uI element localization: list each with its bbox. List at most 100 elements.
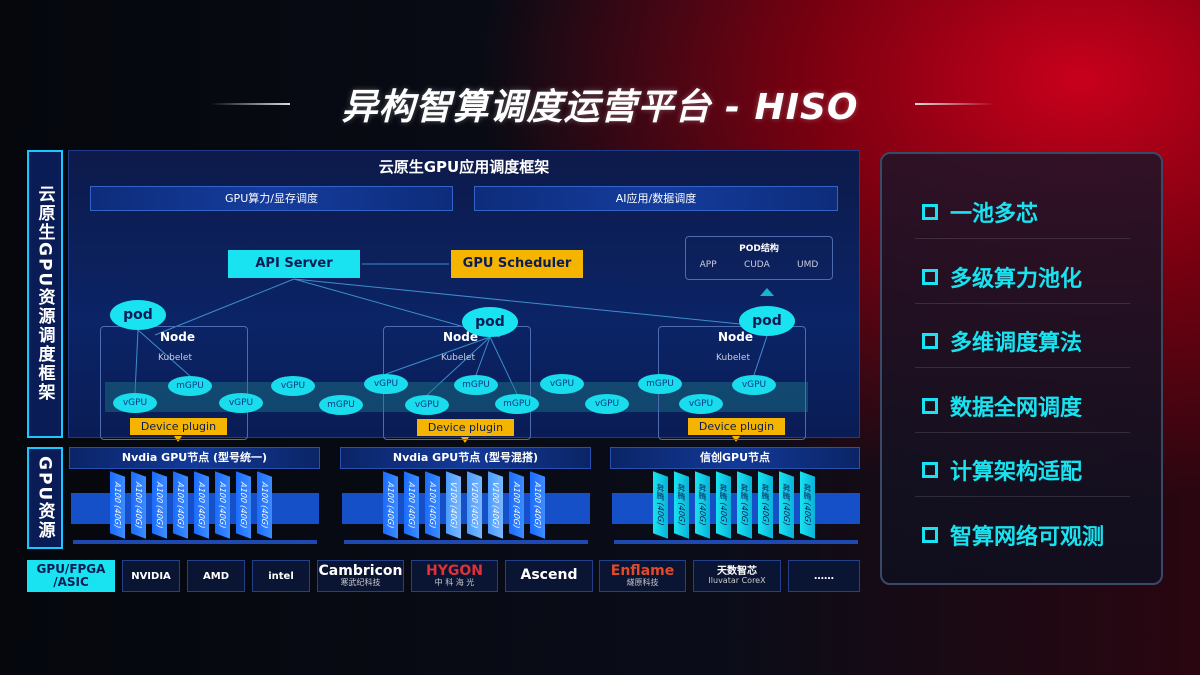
vendor-name: intel — [268, 570, 294, 582]
vgpu-unit: vGPU — [219, 393, 263, 413]
page-title: 异构智算调度运营平台 - HISO — [341, 87, 859, 128]
kubelet-label: Kubelet — [441, 353, 475, 363]
feature-divider — [915, 431, 1130, 433]
feature-label: 智算网络可观测 — [950, 525, 1105, 550]
node-box — [100, 326, 248, 440]
gpu-chip: V100 (40G) — [488, 471, 503, 539]
gpu-node-header: Nvdia GPU节点 (型号统一) — [69, 447, 320, 469]
gpu-chip: A100 (40G) — [152, 471, 167, 539]
gpu-chip: A100 (40G) — [131, 471, 146, 539]
gpu-chip: 昇腾 (40G) — [674, 471, 689, 539]
checkbox-square-icon — [922, 527, 938, 543]
pod-structure-box: POD结构 APP CUDA UMD — [685, 236, 833, 280]
vendor-subname: 燧原科技 — [626, 578, 659, 588]
framework-header: 云原生GPU应用调度框架 — [378, 158, 550, 176]
vendor-logo-ascend: Ascend — [505, 560, 593, 592]
device-plugin-box: Device plugin — [417, 419, 514, 436]
vendor-logo-……: …… — [788, 560, 860, 592]
vendor-label: GPU/FPGA /ASIC — [27, 560, 115, 592]
features-panel — [880, 152, 1163, 585]
vendor-logo-hygon: HYGON 中 科 海 光 — [411, 560, 498, 592]
node-label: Node — [160, 330, 196, 344]
framework-side-label: 云原生GPU资源调度框架 — [27, 150, 63, 438]
mgpu-unit: mGPU — [319, 395, 363, 415]
vendor-name: NVIDIA — [131, 570, 171, 582]
feature-label: 多级算力池化 — [950, 266, 1083, 292]
gpu-chip: A100 (40G) — [257, 471, 272, 539]
mgpu-unit: mGPU — [638, 374, 682, 394]
device-plugin-box: Device plugin — [130, 418, 227, 435]
feature-item: 多维调度算法 — [922, 325, 1082, 357]
feature-divider — [915, 238, 1130, 239]
checkbox-square-icon — [922, 462, 938, 479]
gpu-chip: 昇腾 (40G) — [653, 471, 668, 539]
vendor-name: Ascend — [520, 567, 578, 584]
feature-divider — [915, 496, 1130, 498]
vendor-name: …… — [814, 570, 834, 582]
mgpu-unit: mGPU — [495, 394, 539, 414]
vendor-name: 天数智芯 — [717, 566, 757, 578]
vgpu-unit: vGPU — [364, 374, 408, 394]
gpu-chip: A100 (40G) — [236, 471, 251, 539]
gpu-node-header: Nvdia GPU节点 (型号混搭) — [340, 447, 591, 469]
feature-item: 一池多芯 — [922, 196, 1038, 228]
pod-umd: UMD — [797, 260, 819, 270]
gpu-chip: A100 (40G) — [530, 471, 545, 539]
feature-divider — [915, 302, 1130, 304]
feature-label: 一池多芯 — [950, 202, 1039, 227]
vendor-label-text: GPU/FPGA /ASIC — [36, 561, 106, 589]
vgpu-unit: vGPU — [585, 394, 629, 414]
gpu-chip: 昇腾 (40G) — [716, 471, 731, 539]
api-server-box: API Server — [228, 250, 360, 278]
pod-app: APP — [699, 260, 717, 270]
vendor-logo-天数智芯: 天数智芯 Iluvatar CoreX — [693, 560, 781, 592]
vgpu-unit: vGPU — [113, 393, 157, 413]
vendor-name: Enflame — [610, 562, 675, 579]
feature-label: 计算架构适配 — [950, 460, 1083, 486]
vgpu-unit: vGPU — [405, 395, 449, 415]
mgpu-unit: mGPU — [454, 375, 498, 395]
vendor-name: HYGON — [426, 562, 483, 579]
vendor-logo-nvidia: NVIDIA — [122, 560, 180, 592]
gpu-side-label: GPU资源 — [27, 447, 63, 549]
gpu-node-base — [342, 493, 590, 524]
vendor-logo-cambricon: Cambricon 寒武纪科技 — [317, 560, 404, 592]
feature-item: 计算架构适配 — [922, 454, 1082, 486]
node-label: Node — [443, 330, 479, 344]
gpu-scheduler-box: GPU Scheduler — [451, 250, 583, 278]
vgpu-unit: vGPU — [271, 376, 315, 396]
gpu-node-base — [612, 493, 860, 524]
vendor-subname: 寒武纪科技 — [340, 578, 381, 588]
pod-structure-title: POD结构 — [739, 244, 779, 254]
pod: pod — [462, 307, 518, 337]
vendor-subname: Iluvatar CoreX — [708, 576, 766, 586]
mgpu-unit: mGPU — [168, 376, 212, 396]
vgpu-unit: vGPU — [732, 375, 776, 395]
checkbox-square-icon — [922, 268, 938, 285]
feature-item: 数据全网调度 — [922, 390, 1082, 422]
gpu-chip: A100 (40G) — [509, 471, 524, 539]
gpu-chip: 昇腾 (40G) — [737, 471, 752, 539]
vgpu-unit: vGPU — [540, 374, 584, 394]
checkbox-square-icon — [922, 397, 938, 414]
gpu-chip: A100 (40G) — [383, 471, 398, 539]
vendor-name: Cambricon — [318, 562, 403, 579]
title-line-left — [210, 103, 290, 105]
checkbox-square-icon — [922, 333, 938, 350]
checkbox-square-icon — [922, 204, 938, 220]
gpu-chip: 昇腾 (40G) — [800, 471, 815, 539]
gpu-chip: V100 (40G) — [446, 471, 461, 539]
gpu-node-header: 信创GPU节点 — [610, 447, 860, 469]
device-plugin-box: Device plugin — [688, 418, 785, 435]
compute-memory-bar: GPU算力/显存调度 — [90, 186, 453, 211]
gpu-chip: A100 (40G) — [110, 471, 125, 539]
vgpu-unit: vGPU — [679, 394, 723, 414]
ai-data-bar: AI应用/数据调度 — [474, 186, 838, 211]
gpu-chip: A100 (40G) — [173, 471, 188, 539]
feature-label: 数据全网调度 — [950, 395, 1083, 421]
gpu-chip: 昇腾 (40G) — [779, 471, 794, 539]
gpu-chip: 昇腾 (40G) — [758, 471, 773, 539]
gpu-chip: A100 (40G) — [404, 471, 419, 539]
vendor-logo-intel: intel — [252, 560, 310, 592]
vendor-subname: 中 科 海 光 — [434, 578, 475, 588]
